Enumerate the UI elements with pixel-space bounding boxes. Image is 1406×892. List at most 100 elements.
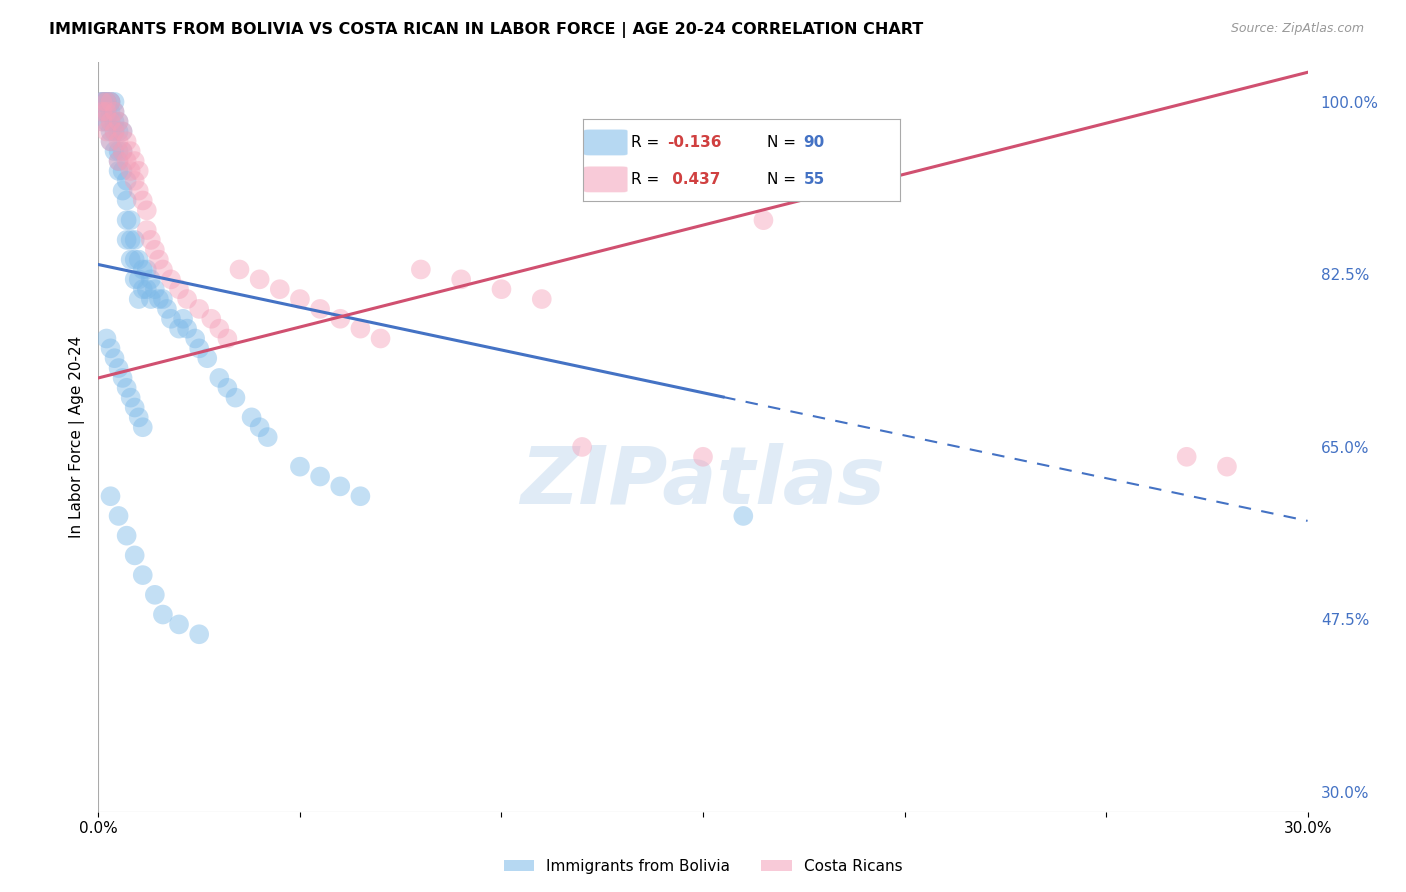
Point: [228, 262, 250, 277]
Point: [107, 144, 129, 158]
Text: R =: R =: [631, 172, 664, 186]
Point: [96, 124, 118, 138]
Point: [91, 95, 114, 109]
Point: [135, 223, 157, 237]
Point: [103, 124, 125, 138]
Point: [128, 252, 150, 267]
Point: [309, 301, 332, 316]
Point: [100, 134, 122, 148]
Point: [530, 292, 553, 306]
Point: [107, 361, 129, 376]
Point: [120, 144, 142, 158]
Point: [152, 262, 174, 277]
Text: 90: 90: [803, 135, 824, 150]
Point: [143, 243, 166, 257]
Point: [143, 282, 166, 296]
Point: [135, 282, 157, 296]
Point: [107, 508, 129, 523]
Point: [1216, 459, 1239, 474]
Point: [100, 95, 122, 109]
Point: [91, 95, 114, 109]
Point: [128, 272, 150, 286]
Point: [152, 607, 174, 622]
Point: [124, 233, 146, 247]
Point: [120, 213, 142, 227]
Point: [91, 104, 114, 119]
Point: [160, 272, 183, 286]
Point: [135, 203, 157, 218]
Point: [115, 381, 138, 395]
Point: [96, 95, 118, 109]
Point: [329, 479, 352, 493]
Point: [96, 331, 118, 345]
Point: [120, 252, 142, 267]
Point: [107, 154, 129, 169]
Point: [103, 144, 125, 158]
Point: [172, 311, 194, 326]
Point: [256, 430, 278, 444]
Point: [349, 489, 371, 503]
Point: [107, 134, 129, 148]
Point: [107, 164, 129, 178]
Point: [96, 95, 118, 109]
Point: [96, 104, 118, 119]
Point: [91, 95, 114, 109]
Point: [733, 508, 755, 523]
Point: [100, 95, 122, 109]
Point: [100, 114, 122, 128]
Legend: Immigrants from Bolivia, Costa Ricans: Immigrants from Bolivia, Costa Ricans: [498, 853, 908, 880]
Point: [148, 292, 170, 306]
Point: [269, 282, 291, 296]
Point: [103, 351, 125, 366]
Y-axis label: In Labor Force | Age 20-24: In Labor Force | Age 20-24: [69, 336, 84, 538]
Text: 0.437: 0.437: [668, 172, 721, 186]
Point: [100, 124, 122, 138]
Text: N =: N =: [768, 135, 801, 150]
Point: [188, 342, 211, 356]
Point: [167, 282, 190, 296]
Point: [188, 627, 211, 641]
Point: [188, 301, 211, 316]
Point: [115, 529, 138, 543]
Point: [120, 233, 142, 247]
Point: [752, 213, 775, 227]
Point: [132, 262, 155, 277]
Point: [184, 331, 207, 345]
Point: [111, 144, 134, 158]
Point: [120, 164, 142, 178]
Point: [111, 164, 134, 178]
Point: [329, 311, 352, 326]
Point: [103, 104, 125, 119]
Point: [124, 252, 146, 267]
Point: [107, 114, 129, 128]
Point: [111, 371, 134, 385]
Point: [128, 410, 150, 425]
Point: [176, 321, 198, 335]
Point: [124, 174, 146, 188]
Point: [240, 410, 263, 425]
Point: [115, 233, 138, 247]
Point: [143, 588, 166, 602]
Point: [96, 95, 118, 109]
Point: [100, 489, 122, 503]
Point: [91, 95, 114, 109]
Point: [107, 124, 129, 138]
Point: [96, 95, 118, 109]
Point: [148, 252, 170, 267]
Point: [249, 272, 271, 286]
Point: [96, 114, 118, 128]
Point: [111, 124, 134, 138]
Text: N =: N =: [768, 172, 801, 186]
Point: [409, 262, 432, 277]
Point: [96, 104, 118, 119]
Point: [91, 114, 114, 128]
Point: [128, 184, 150, 198]
Point: [124, 401, 146, 415]
Text: R =: R =: [631, 135, 664, 150]
Point: [139, 233, 162, 247]
Point: [132, 568, 155, 582]
Point: [111, 124, 134, 138]
Text: -0.136: -0.136: [668, 135, 721, 150]
Point: [111, 184, 134, 198]
Point: [176, 292, 198, 306]
